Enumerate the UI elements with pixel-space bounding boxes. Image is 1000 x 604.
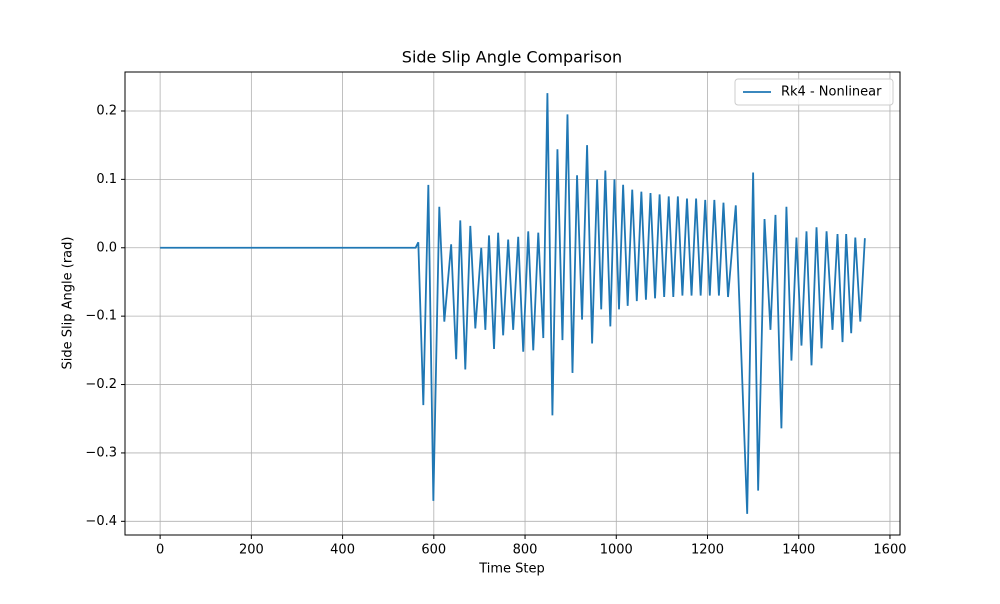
x-tick-label: 600: [421, 543, 446, 558]
x-tick-label: 800: [513, 543, 538, 558]
axes-frame: [124, 71, 901, 536]
x-tick-label: 1200: [691, 543, 724, 558]
y-tick-label: −0.4: [85, 514, 117, 529]
x-tick-label: 400: [330, 543, 355, 558]
y-tick-label: 0.1: [96, 172, 117, 187]
y-axis-label: Side Slip Angle (rad): [61, 237, 76, 370]
legend-box: [734, 78, 894, 106]
x-tick-label: 0: [156, 543, 164, 558]
chart-title: Side Slip Angle Comparison: [402, 48, 622, 67]
x-tick-label: 1000: [600, 543, 633, 558]
x-tick-label: 200: [239, 543, 264, 558]
data-line: [160, 93, 866, 514]
x-axis-label: Time Step: [478, 562, 545, 577]
x-tick-label: 1400: [782, 543, 815, 558]
legend-label: Rk4 - Nonlinear: [781, 85, 882, 100]
y-tick-label: −0.2: [85, 377, 117, 392]
x-tick-label: 1600: [873, 543, 906, 558]
y-tick-label: −0.1: [85, 309, 117, 324]
y-tick-label: 0.0: [96, 240, 117, 255]
y-tick-label: 0.2: [96, 103, 117, 118]
y-tick-label: −0.3: [85, 445, 117, 460]
